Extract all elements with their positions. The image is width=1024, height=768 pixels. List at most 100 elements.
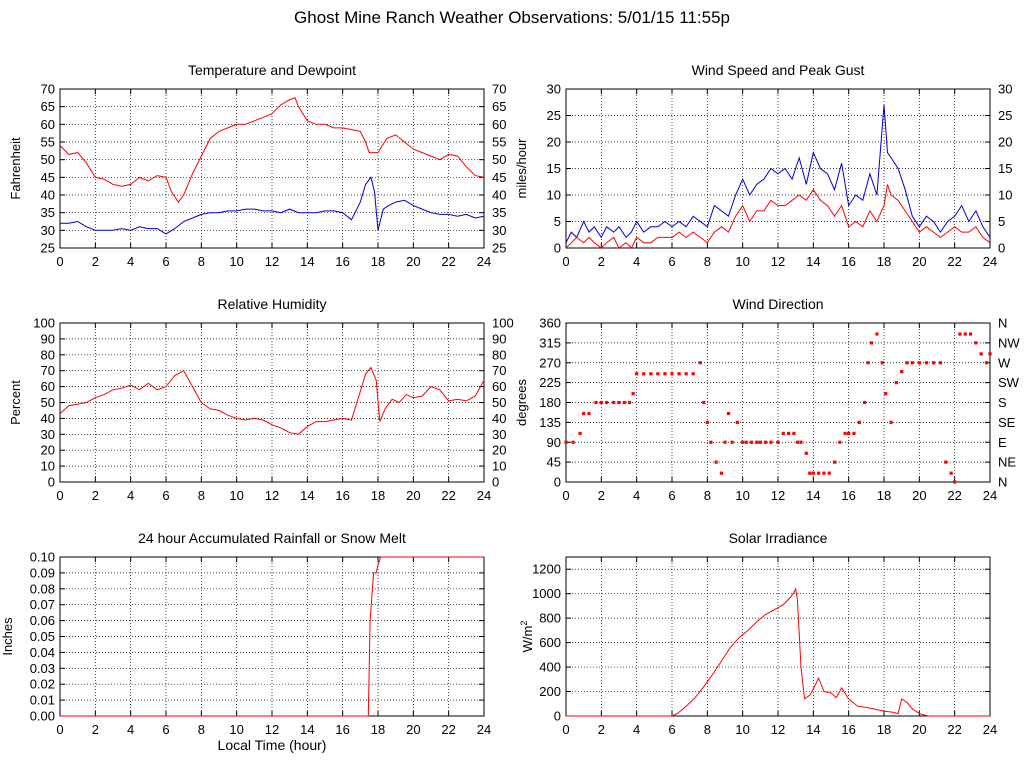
right-tick-label: 60 (492, 379, 506, 394)
x-tick-label: 22 (947, 722, 961, 737)
right-tick-label: 90 (492, 331, 506, 346)
x-tick-label: 12 (265, 488, 279, 503)
wind-direction-point (735, 420, 739, 424)
x-tick-label: 14 (300, 722, 314, 737)
y-tick-label: 1000 (532, 586, 561, 601)
wind-direction-point (617, 400, 621, 405)
wind-direction-point (635, 372, 639, 376)
wind-direction-point (968, 332, 973, 336)
right-tick-label: NW (998, 335, 1020, 350)
x-tick-label: 8 (198, 488, 205, 503)
y-tick-label: 0.10 (30, 550, 55, 565)
x-tick-label: 14 (806, 722, 820, 737)
right-tick-label: 20 (998, 135, 1012, 150)
y-tick-label: 30 (41, 223, 55, 238)
x-tick-label: 14 (300, 254, 314, 269)
y-tick-label: 30 (41, 427, 55, 442)
x-tick-label: 4 (127, 488, 134, 503)
y-tick-label: 0.07 (30, 597, 55, 612)
y-tick-label: 90 (547, 435, 561, 450)
right-tick-label: 30 (998, 82, 1012, 97)
x-tick-label: 8 (704, 488, 711, 503)
y-tick-label: 40 (41, 188, 55, 203)
x-tick-label: 0 (562, 254, 569, 269)
x-tick-label: 22 (441, 722, 455, 737)
y-tick-label: 200 (539, 684, 561, 699)
wind-direction-point (612, 400, 616, 405)
y-tick-label: 10 (547, 188, 561, 203)
wind-direction-point (564, 440, 568, 444)
right-tick-label: N (998, 316, 1007, 331)
wind-direction-point (924, 361, 928, 365)
y-tick-label: 20 (41, 443, 55, 458)
x-tick-label: 16 (841, 722, 855, 737)
x-tick-label: 24 (983, 722, 997, 737)
wind-direction-point (628, 400, 632, 405)
x-tick-label: 6 (668, 254, 675, 269)
y-tick-label: 0 (554, 709, 561, 724)
x-tick-label: 6 (668, 488, 675, 503)
wind-direction-point (670, 372, 674, 376)
x-tick-label: 18 (877, 722, 891, 737)
y-tick-label: 45 (547, 455, 561, 470)
y-tick-label: 180 (539, 395, 561, 410)
y-tick-label: 0.05 (30, 629, 55, 644)
x-tick-label: 20 (406, 254, 420, 269)
y-tick-label: 0.01 (30, 693, 55, 708)
right-tick-label: SW (998, 375, 1020, 390)
x-tick-label: 2 (598, 254, 605, 269)
y-tick-label: 80 (41, 347, 55, 362)
wind-direction-point (719, 471, 724, 475)
x-tick-label: 12 (265, 254, 279, 269)
right-tick-label: 60 (492, 117, 506, 132)
x-tick-label: 24 (477, 722, 491, 737)
x-tick-label: 20 (406, 722, 420, 737)
y-tick-label: 600 (539, 635, 561, 650)
x-tick-label: 0 (562, 488, 569, 503)
x-tick-label: 22 (441, 488, 455, 503)
series-line-1 (59, 366, 485, 435)
y-tick-label: 70 (41, 82, 55, 97)
wind-direction-point (795, 440, 800, 444)
x-tick-label: 12 (771, 722, 785, 737)
y-tick-label: 0.04 (30, 645, 55, 660)
wind-direction-point (979, 352, 983, 356)
x-tick-label: 16 (841, 488, 855, 503)
right-tick-label: 40 (492, 411, 506, 426)
series-line-2 (60, 176, 485, 235)
right-tick-label: 25 (998, 108, 1012, 123)
wind-direction-point (792, 431, 796, 436)
wind-direction-point (649, 372, 653, 376)
wind-direction-point (880, 361, 884, 365)
wind-direction-point (642, 372, 646, 376)
y-tick-label: 35 (41, 205, 55, 220)
y-tick-label: 25 (547, 108, 561, 123)
wind-direction-point (582, 411, 586, 416)
y-tick-label: 55 (41, 135, 55, 150)
wind-direction-point (656, 372, 660, 376)
right-tick-label: 50 (492, 395, 506, 410)
wind-direction-point (578, 431, 582, 436)
right-tick-label: 30 (492, 427, 506, 442)
wind-direction-point (758, 440, 762, 444)
y-axis-label: degrees (514, 379, 529, 426)
wind-direction-point (730, 440, 734, 444)
x-tick-label: 4 (633, 722, 640, 737)
wind-direction-point (832, 460, 837, 464)
wind-direction-point (594, 400, 598, 405)
right-tick-label: 0 (492, 475, 499, 490)
y-axis-label: W/m2 (519, 621, 535, 653)
wind-direction-point (866, 361, 870, 365)
wind-direction-point (958, 332, 962, 336)
chart-title: Wind Speed and Peak Gust (692, 62, 865, 78)
wind-direction-point (702, 400, 706, 405)
x-tick-label: 10 (735, 722, 749, 737)
x-tick-label: 10 (735, 254, 749, 269)
wind-direction-point (714, 460, 718, 464)
right-tick-label: 15 (998, 161, 1012, 176)
wind-direction-point (910, 361, 914, 365)
x-tick-label: 24 (983, 488, 997, 503)
x-tick-label: 2 (598, 722, 605, 737)
y-tick-label: 100 (33, 316, 55, 331)
